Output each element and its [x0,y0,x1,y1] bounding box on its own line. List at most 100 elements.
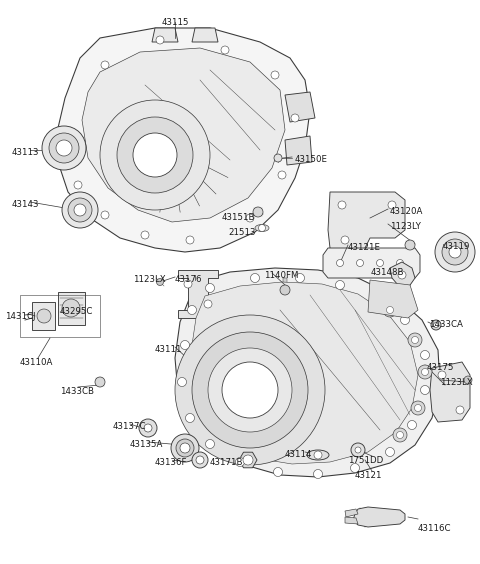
Circle shape [464,376,472,384]
Circle shape [68,198,92,222]
Text: 1751DD: 1751DD [348,456,383,465]
Circle shape [271,71,279,79]
Text: 1140FM: 1140FM [264,271,299,280]
Circle shape [101,61,109,69]
Circle shape [184,280,192,288]
Circle shape [62,299,80,317]
Text: 1123LX: 1123LX [133,275,166,284]
Circle shape [188,306,196,315]
Text: 43113: 43113 [12,148,39,157]
Polygon shape [285,92,315,122]
Polygon shape [32,302,55,330]
Circle shape [411,337,419,343]
Circle shape [376,259,384,267]
Circle shape [351,443,365,457]
Text: 1433CB: 1433CB [60,387,94,396]
Text: 21513: 21513 [228,228,255,237]
Circle shape [192,332,308,448]
Text: 43150E: 43150E [295,155,328,164]
Circle shape [205,284,215,293]
Text: 1123LY: 1123LY [390,222,421,231]
Circle shape [421,368,429,376]
Circle shape [400,315,409,324]
Circle shape [314,451,322,459]
Polygon shape [328,192,405,255]
Text: 43121E: 43121E [348,243,381,252]
Circle shape [313,469,323,478]
Circle shape [117,117,193,193]
Circle shape [222,362,278,418]
Text: 43116C: 43116C [418,524,452,533]
Circle shape [357,259,363,267]
Polygon shape [192,282,418,464]
Text: 43295C: 43295C [60,307,94,316]
Polygon shape [353,507,405,527]
Circle shape [386,306,394,314]
Circle shape [336,259,344,267]
Circle shape [95,377,105,387]
Text: 43114: 43114 [285,450,312,459]
Circle shape [144,424,152,432]
Circle shape [205,439,215,448]
Text: 43171B: 43171B [210,458,243,467]
Circle shape [355,447,361,453]
Text: 43120A: 43120A [390,207,423,216]
Circle shape [101,211,109,219]
Circle shape [236,457,244,466]
Circle shape [171,434,199,462]
Circle shape [408,421,417,430]
Polygon shape [239,452,257,468]
Circle shape [350,464,360,473]
Circle shape [37,309,51,323]
Circle shape [176,439,194,457]
Circle shape [341,236,349,244]
Polygon shape [58,28,310,252]
Circle shape [398,271,406,279]
Text: 43143: 43143 [12,200,39,209]
Circle shape [388,201,396,209]
Circle shape [411,401,425,415]
Polygon shape [285,136,312,165]
Polygon shape [430,362,470,422]
Polygon shape [323,248,420,278]
Ellipse shape [255,224,269,231]
Text: 43119: 43119 [443,242,470,251]
Circle shape [62,192,98,228]
Polygon shape [175,268,440,477]
Circle shape [280,285,290,295]
Circle shape [180,443,190,453]
Circle shape [196,456,204,464]
Circle shape [336,280,345,289]
Circle shape [274,468,283,477]
Circle shape [74,181,82,189]
Circle shape [185,413,194,422]
Circle shape [178,377,187,386]
Circle shape [274,154,282,162]
Text: 43135A: 43135A [130,440,163,449]
Text: 43137C: 43137C [113,422,146,431]
Circle shape [431,320,441,330]
Circle shape [418,365,432,379]
Polygon shape [345,509,358,517]
Circle shape [420,350,430,359]
Polygon shape [345,517,358,524]
Text: 43151B: 43151B [222,213,255,222]
Circle shape [49,133,79,163]
Polygon shape [368,280,418,318]
Circle shape [56,140,72,156]
Polygon shape [390,262,415,288]
Circle shape [385,447,395,456]
Circle shape [141,231,149,239]
Text: 43111: 43111 [155,345,182,354]
Circle shape [139,419,157,437]
Circle shape [180,341,190,350]
Polygon shape [82,48,285,222]
Circle shape [186,236,194,244]
Circle shape [449,246,461,258]
Polygon shape [192,28,218,42]
Circle shape [42,126,86,170]
Circle shape [133,133,177,177]
Text: 43176: 43176 [175,275,203,284]
Circle shape [253,207,263,217]
Circle shape [243,455,253,465]
